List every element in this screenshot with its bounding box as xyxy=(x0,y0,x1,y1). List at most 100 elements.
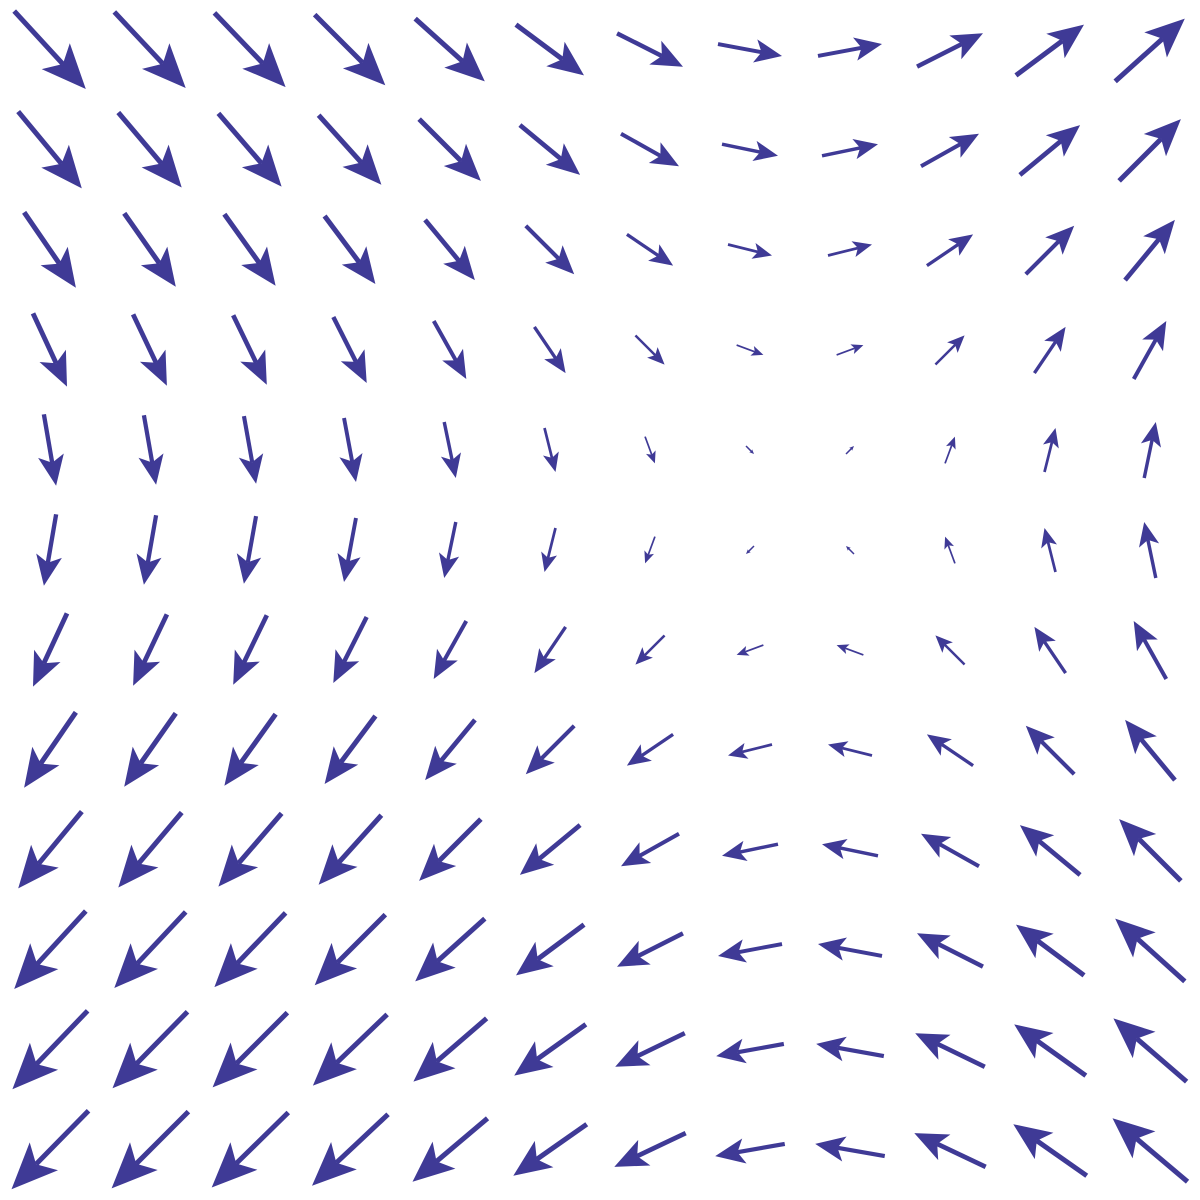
arrow-shaft xyxy=(417,117,463,163)
arrow-shaft xyxy=(134,1009,190,1066)
arrow-head xyxy=(211,1142,258,1188)
arrow-shaft xyxy=(1135,936,1187,984)
arrow-head xyxy=(11,1142,58,1190)
arrow-shaft xyxy=(937,942,984,969)
vector-arrow xyxy=(38,413,64,486)
arrow-head xyxy=(442,348,467,379)
vector-arrow xyxy=(722,840,779,861)
arrow-shaft xyxy=(739,842,779,854)
arrow-shaft xyxy=(336,813,384,865)
arrow-head xyxy=(1113,1018,1156,1059)
arrow-head xyxy=(944,536,954,550)
vector-arrow xyxy=(314,912,388,986)
arrow-head xyxy=(233,649,260,685)
vector-arrow xyxy=(222,212,276,286)
vector-arrow xyxy=(114,910,188,988)
arrow-shaft xyxy=(744,644,764,653)
vector-arrow xyxy=(621,832,680,867)
arrow-shaft xyxy=(620,132,662,158)
vector-arrow xyxy=(231,314,267,385)
arrow-head xyxy=(238,453,264,484)
arrow-head xyxy=(41,144,82,189)
arrow-head xyxy=(444,42,485,82)
arrow-head xyxy=(753,39,782,63)
arrow-shaft xyxy=(616,31,663,58)
vector-arrow xyxy=(944,536,956,564)
arrow-head xyxy=(917,933,951,960)
arrow-shaft xyxy=(916,42,963,69)
vector-arrow xyxy=(318,813,384,885)
arrow-head xyxy=(736,646,750,656)
vector-arrow xyxy=(324,714,378,784)
arrow-shaft xyxy=(434,1116,490,1164)
vector-arrow xyxy=(1133,621,1168,680)
arrow-shaft xyxy=(737,1041,785,1055)
arrow-head xyxy=(921,833,952,858)
arrow-head xyxy=(614,1139,651,1167)
arrow-head xyxy=(621,842,652,867)
arrow-head xyxy=(318,844,358,885)
arrow-head xyxy=(224,746,259,786)
arrow-head xyxy=(40,246,76,288)
vector-arrow xyxy=(934,335,965,366)
arrow-head xyxy=(142,43,186,88)
vector-arrow xyxy=(413,1016,489,1082)
arrow-shaft xyxy=(138,711,178,765)
arrow-head xyxy=(728,743,749,759)
arrow-shaft xyxy=(34,1009,90,1066)
vector-arrow xyxy=(616,31,683,67)
arrow-head xyxy=(852,139,878,160)
arrow-shaft xyxy=(238,712,278,765)
vector-arrow xyxy=(1140,422,1161,479)
vector-arrow xyxy=(14,909,88,989)
arrow-shaft xyxy=(41,413,55,464)
vector-arrow xyxy=(30,312,67,387)
arrow-head xyxy=(914,1133,951,1161)
arrow-shaft xyxy=(827,246,859,257)
arrow-head xyxy=(716,1038,747,1064)
arrow-head xyxy=(111,1142,158,1189)
arrow-shaft xyxy=(1039,739,1076,776)
vector-arrow xyxy=(211,1110,291,1188)
arrow-shaft xyxy=(45,513,59,564)
arrow-shaft xyxy=(335,912,388,965)
arrow-shaft xyxy=(1037,839,1082,877)
vector-arrow xyxy=(138,414,164,485)
vector-arrow xyxy=(917,933,984,969)
arrow-head xyxy=(1044,326,1066,352)
arrow-shaft xyxy=(727,243,759,254)
arrow-shaft xyxy=(848,548,855,555)
arrow-head xyxy=(1014,1024,1054,1059)
arrow-head xyxy=(339,453,363,482)
arrow-head xyxy=(545,143,581,175)
vector-arrow xyxy=(439,521,460,578)
arrow-shaft xyxy=(1132,338,1158,380)
vector-arrow xyxy=(736,644,764,656)
arrow-head xyxy=(342,144,382,185)
vector-arrow xyxy=(817,37,882,61)
arrow-shaft xyxy=(845,448,852,455)
arrow-shaft xyxy=(636,1130,687,1159)
arrow-head xyxy=(718,939,747,963)
arrow-head xyxy=(746,549,751,554)
arrow-head xyxy=(241,144,282,187)
arrow-shaft xyxy=(1142,439,1154,479)
arrow-shaft xyxy=(944,444,953,464)
arrow-head xyxy=(14,943,59,989)
arrow-shaft xyxy=(546,527,557,559)
vector-arrow xyxy=(1043,428,1059,473)
vector-arrow xyxy=(1132,321,1167,380)
vector-arrow xyxy=(915,1033,986,1069)
vector-arrow xyxy=(116,110,182,188)
arrow-head xyxy=(926,734,952,756)
arrow-shaft xyxy=(533,325,558,360)
vector-arrow xyxy=(818,937,883,961)
arrow-head xyxy=(324,746,359,784)
arrow-head xyxy=(333,649,360,683)
arrow-head xyxy=(314,942,358,986)
vector-arrow xyxy=(533,325,566,374)
arrow-head xyxy=(749,449,754,454)
arrow-head xyxy=(419,843,457,881)
arrow-shaft xyxy=(334,1012,389,1065)
vector-arrow xyxy=(1013,1124,1089,1178)
